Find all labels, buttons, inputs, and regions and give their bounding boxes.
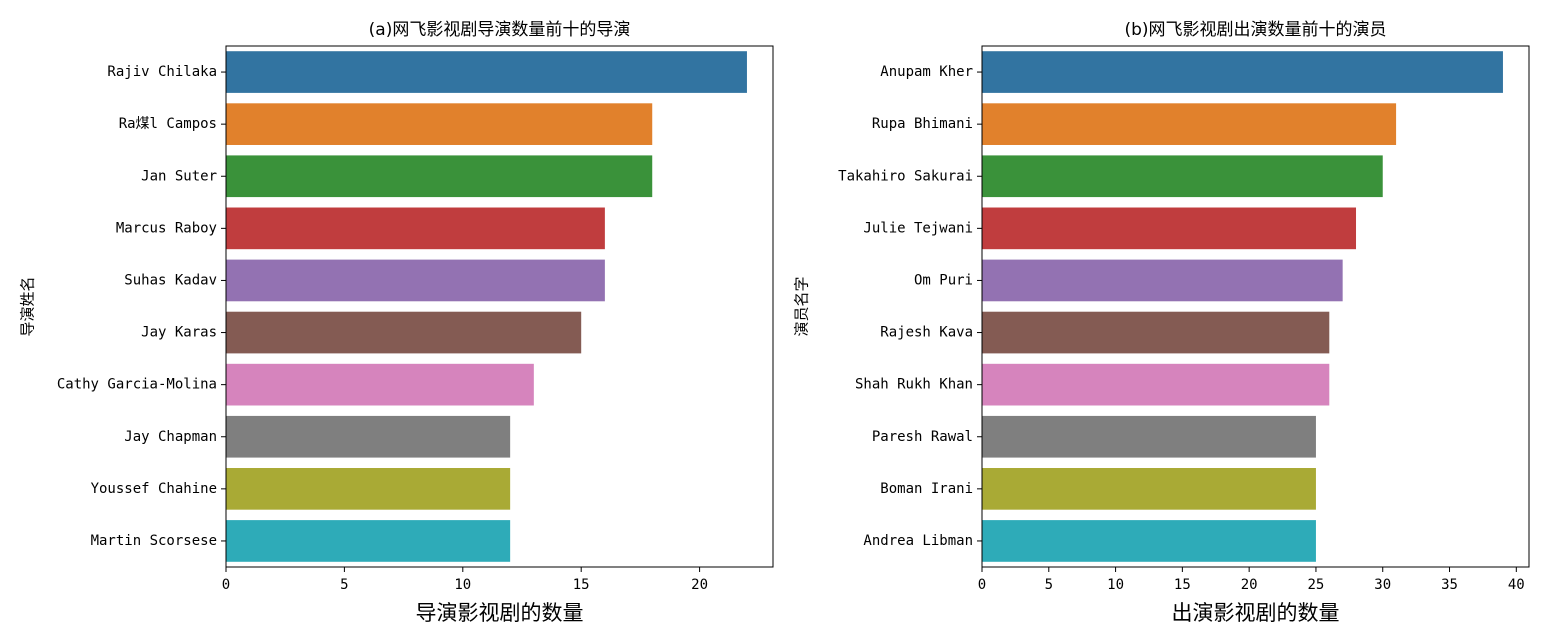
y-tick-label: Boman Irani	[880, 481, 973, 497]
y-tick-label: Cathy Garcia-Molina	[57, 377, 217, 393]
y-tick-label: Jan Suter	[141, 168, 217, 184]
bar	[982, 311, 1330, 354]
axes-frame	[225, 45, 774, 568]
bar	[982, 155, 1383, 198]
x-tick-label: 15	[1174, 577, 1191, 593]
bar	[226, 363, 534, 406]
x-tick-label: 0	[978, 577, 986, 593]
y-tick-label: Andrea Libman	[863, 533, 973, 549]
y-tick-label: Anupam Kher	[880, 64, 973, 80]
y-tick-label: Rajesh Kava	[880, 325, 973, 341]
y-tick-label: Takahiro Sakurai	[838, 168, 973, 184]
x-tick-label: 5	[1045, 577, 1053, 593]
x-tick-label: 25	[1308, 577, 1325, 593]
bar	[982, 468, 1316, 510]
bar	[982, 207, 1357, 250]
bar	[226, 103, 653, 145]
x-tick-label: 30	[1374, 577, 1391, 593]
y-tick-label: Om Puri	[914, 272, 973, 288]
y-axis-label: 导演姓名	[19, 276, 37, 336]
bar	[226, 155, 653, 198]
y-tick-label: Julie Tejwani	[863, 220, 973, 236]
x-tick-label: 20	[691, 577, 708, 593]
x-tick-label: 40	[1508, 577, 1525, 593]
axes-frame	[981, 45, 1530, 568]
x-tick-label: 35	[1441, 577, 1458, 593]
x-axis-label: 导演影视剧的数量	[416, 601, 584, 625]
bar	[982, 415, 1316, 458]
y-tick-label: Suhas Kadav	[124, 272, 217, 288]
x-tick-label: 0	[222, 577, 230, 593]
y-tick-label: Ra煤l Campos	[119, 116, 217, 132]
bar	[226, 51, 747, 93]
y-axis-label: 演员名字	[793, 276, 811, 336]
bar	[982, 520, 1316, 562]
x-tick-label: 10	[1107, 577, 1124, 593]
bar	[982, 51, 1503, 93]
y-tick-label: Youssef Chahine	[91, 481, 217, 497]
x-tick-label: 10	[454, 577, 471, 593]
bar	[982, 259, 1343, 302]
y-tick-label: Paresh Rawal	[872, 429, 973, 445]
x-axis-label: 出演影视剧的数量	[1172, 601, 1340, 625]
bar	[226, 311, 582, 354]
x-tick-label: 20	[1241, 577, 1258, 593]
bar	[226, 259, 605, 302]
y-tick-label: Shah Rukh Khan	[855, 377, 973, 393]
x-tick-label: 15	[573, 577, 590, 593]
bar	[226, 415, 511, 458]
bar	[982, 363, 1330, 406]
y-tick-label: Martin Scorsese	[91, 533, 217, 549]
y-tick-label: Jay Chapman	[124, 429, 217, 445]
bar	[982, 103, 1397, 145]
chart-title: (b)网飞影视剧出演数量前十的演员	[1124, 20, 1386, 40]
bar	[226, 520, 511, 562]
bar	[226, 207, 605, 250]
y-tick-label: Rupa Bhimani	[872, 116, 973, 132]
chart-title: (a)网飞影视剧导演数量前十的导演	[369, 20, 631, 40]
y-tick-label: Marcus Raboy	[116, 220, 217, 236]
y-tick-label: Rajiv Chilaka	[107, 64, 217, 80]
x-tick-label: 5	[340, 577, 348, 593]
bar	[226, 468, 511, 510]
y-tick-label: Jay Karas	[141, 325, 217, 341]
